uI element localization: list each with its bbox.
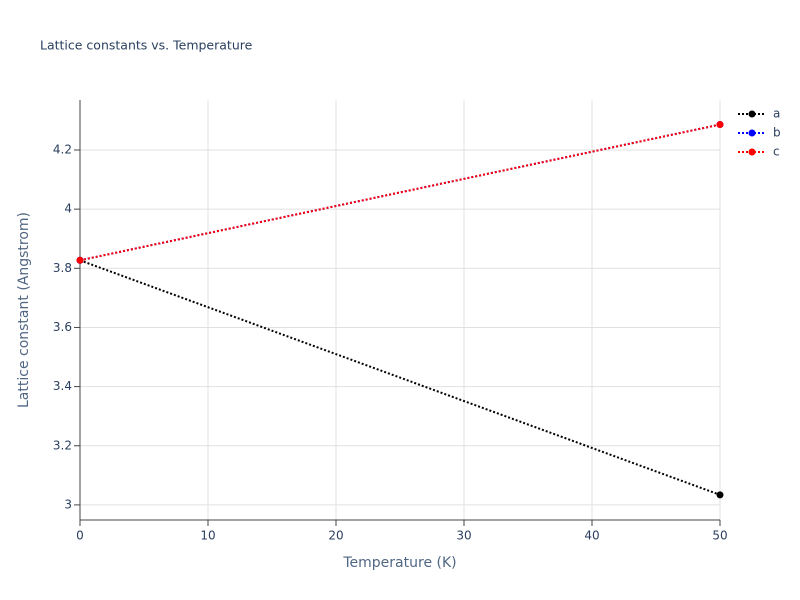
series-line: [79, 123, 721, 262]
marker: [76, 256, 84, 264]
x-axis-title: Temperature (K): [342, 555, 456, 571]
marker: [716, 491, 724, 499]
chart-title: Lattice constants vs. Temperature: [40, 38, 253, 53]
y-tick-label: 3.8: [53, 261, 72, 275]
y-tick-label: 4: [64, 202, 72, 216]
y-tick-label: 3.2: [53, 438, 72, 452]
legend-marker: [748, 148, 756, 156]
legend-marker: [748, 110, 756, 118]
legend-label: a: [773, 107, 780, 121]
legend-label: b: [773, 126, 781, 140]
y-tick-label: 4.2: [53, 142, 72, 156]
x-tick-label: 0: [76, 529, 84, 543]
x-tick-label: 50: [712, 529, 727, 543]
series-line: [79, 259, 721, 496]
legend-label: c: [773, 145, 780, 159]
x-tick-label: 30: [456, 529, 471, 543]
x-tick-label: 20: [328, 529, 343, 543]
marker: [716, 121, 724, 129]
y-tick-label: 3.6: [53, 320, 72, 334]
y-tick-label: 3.4: [53, 379, 72, 393]
y-axis-title: Lattice constant (Angstrom): [16, 212, 32, 408]
legend-marker: [748, 129, 756, 137]
x-tick-label: 40: [584, 529, 599, 543]
x-tick-label: 10: [200, 529, 215, 543]
y-tick-label: 3: [64, 497, 72, 511]
